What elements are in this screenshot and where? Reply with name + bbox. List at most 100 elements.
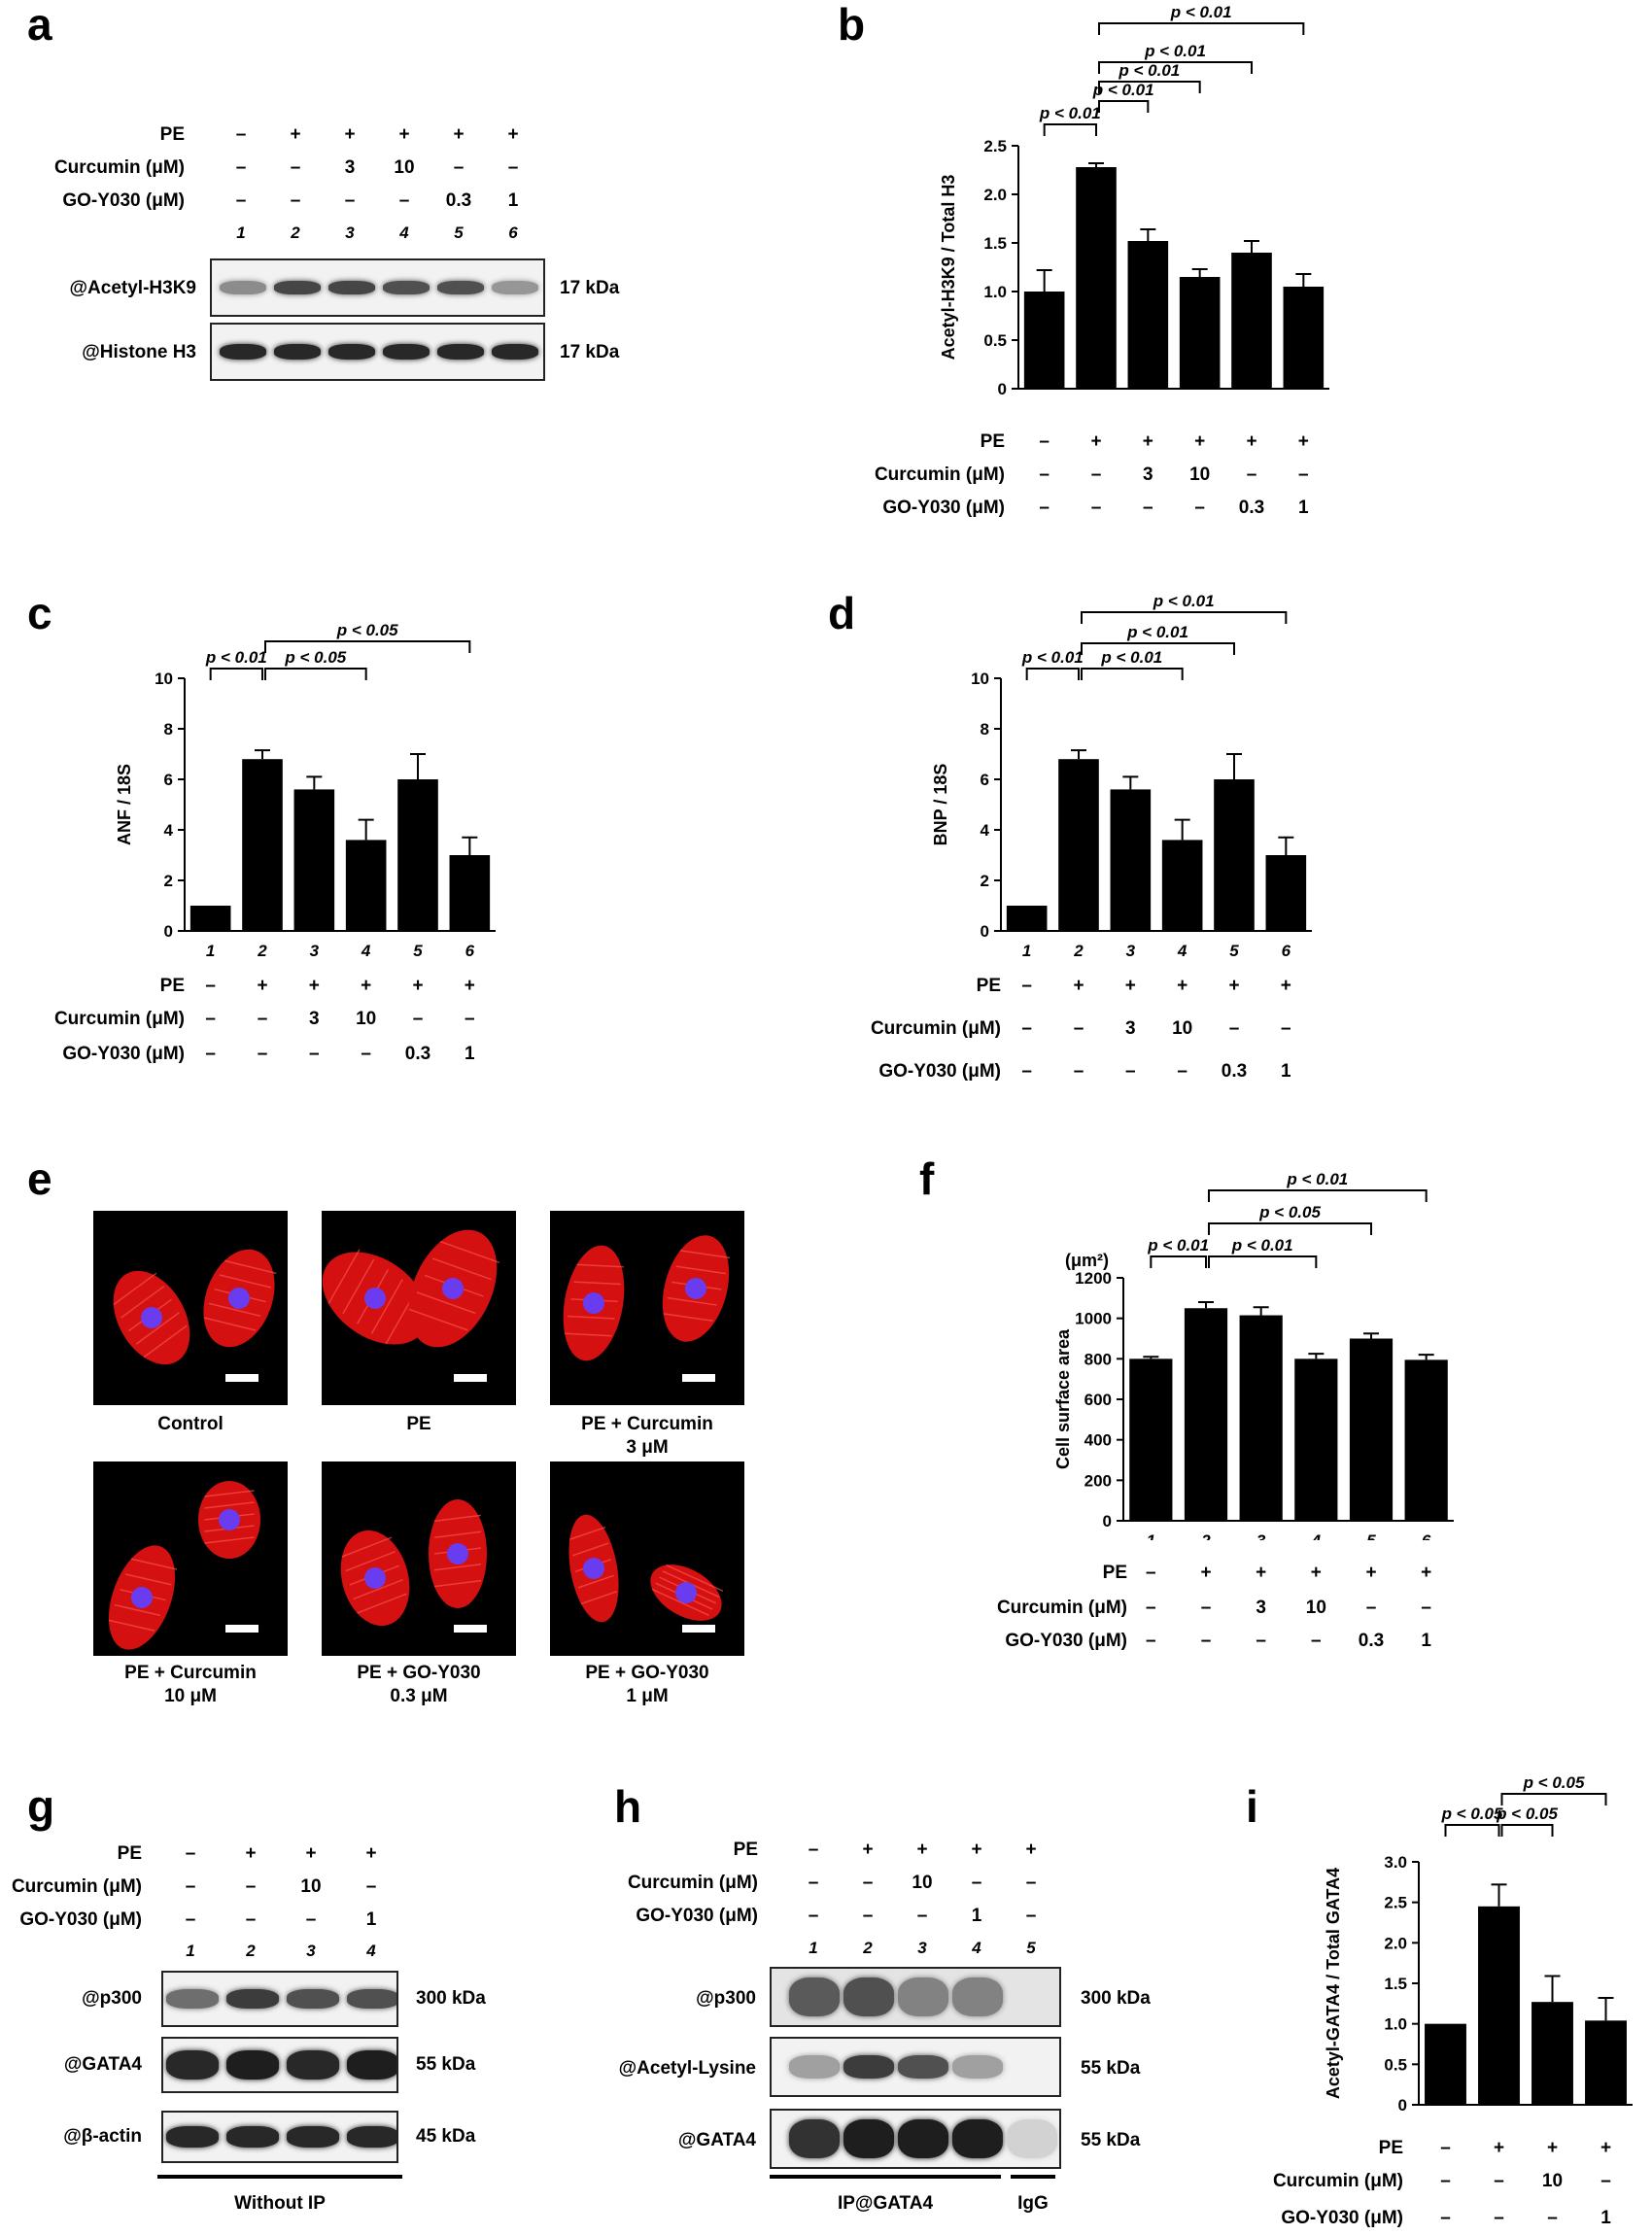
condition-value-goy030: – [1125, 1061, 1136, 1082]
significance-bracket [264, 668, 367, 680]
y-tick-label: 1.0 [983, 283, 1007, 301]
y-tick-label: 0 [1103, 1512, 1112, 1530]
significance-label: p < 0.01 [1144, 42, 1206, 60]
condition-value-pe: – [808, 1840, 819, 1860]
condition-value-pe: + [305, 1843, 317, 1864]
condition-label-pe: PE [733, 1840, 758, 1860]
condition-value-goy030: 1 [465, 1044, 475, 1064]
condition-value-pe: + [1297, 431, 1309, 452]
condition-value-goy030: – [257, 1044, 268, 1064]
blot-kda: 55 kDa [1081, 2130, 1141, 2150]
blot-band [347, 2050, 396, 2080]
blot-acetyl-lysine [770, 2037, 1061, 2097]
bar [189, 906, 231, 931]
condition-label-pe: PE [1378, 2138, 1403, 2158]
panel-label-h: h [614, 1781, 642, 1832]
blot-band [226, 2050, 279, 2080]
condition-value-curcumin: 3 [1143, 464, 1153, 485]
x-tick-label: 6 [1422, 1531, 1431, 1540]
lane-number: 1 [186, 1942, 195, 1960]
significance-label: p < 0.01 [205, 648, 267, 667]
significance-bracket [1500, 1793, 1607, 1805]
significance-bracket [1150, 1255, 1207, 1268]
micrograph-caption: PE + Curcumin 10 μM [124, 1663, 257, 1706]
blot-band [274, 344, 321, 360]
blot-band [492, 281, 538, 294]
scale-bar [225, 1625, 258, 1633]
condition-value-curcumin: – [1021, 1018, 1032, 1039]
chart-c: 0 2 4 6 8 10 ANF / 18S 1 2 3 4 5 6 p < 0.01 p < 0.05 p … [115, 621, 496, 960]
condition-label-curcumin: Curcumin (μM) [627, 1873, 758, 1893]
condition-value-pe: + [1280, 976, 1291, 996]
condition-value-pe: – [1039, 431, 1050, 452]
condition-label-pe: PE [159, 124, 185, 145]
condition-value-goy030: – [290, 190, 301, 211]
y-tick-label: 2.0 [1384, 1934, 1407, 1952]
bar [1349, 1338, 1394, 1521]
condition-value-pe: + [916, 1840, 928, 1860]
cell-nucleus [219, 1509, 240, 1530]
condition-value-goy030: 1 [365, 1909, 377, 1930]
y-tick-label: 2.5 [983, 137, 1007, 155]
bar [1161, 840, 1203, 931]
blot-band [898, 2119, 948, 2158]
bar [1231, 253, 1272, 389]
x-tick-label: 2 [1494, 2115, 1504, 2118]
blot-row-label: @Acetyl-H3K9 [69, 278, 196, 298]
significance-label: p < 0.01 [1286, 1170, 1348, 1188]
x-tick-label: 4 [361, 942, 371, 960]
lane-number: 6 [508, 224, 518, 242]
y-axis-label: BNP / 18S [931, 764, 950, 846]
scale-bar [682, 1625, 715, 1633]
condition-value-pe: + [1142, 431, 1153, 452]
bar [293, 789, 335, 931]
condition-label-curcumin: Curcumin (μM) [53, 157, 185, 178]
condition-value-goy030: – [1177, 1061, 1187, 1082]
y-tick-label: 0 [998, 380, 1007, 398]
lane-number: 5 [1026, 1939, 1036, 1957]
micrograph-caption: PE + GO-Y030 1 μM [585, 1663, 709, 1706]
condition-value-curcumin: – [1090, 464, 1102, 485]
cell-nucleus [685, 1278, 706, 1299]
significance-bracket [1098, 61, 1253, 74]
condition-value-curcumin: 10 [1172, 1018, 1193, 1039]
condition-value-goy030: 0.3 [1358, 1631, 1385, 1651]
significance-bracket [1444, 1824, 1500, 1837]
condition-value-curcumin: – [1146, 1598, 1156, 1618]
blot-band [789, 2055, 840, 2079]
y-tick-label: 2 [981, 872, 989, 890]
significance-label: p < 0.01 [1231, 1236, 1293, 1255]
condition-value-pe: + [464, 976, 475, 996]
condition-value-curcumin: 10 [394, 157, 415, 178]
condition-value-pe: + [862, 1840, 874, 1860]
blot-row-label: @Acetyl-Lysine [618, 2058, 756, 2079]
blot-band [383, 344, 430, 360]
blot-row-label: @β-actin [63, 2126, 142, 2147]
condition-value-pe: + [245, 1843, 257, 1864]
panel-label-d: d [828, 588, 856, 638]
x-tick-label: 4 [1600, 2115, 1611, 2118]
significance-label: p < 0.05 [1258, 1203, 1321, 1221]
condition-value-pe: + [507, 124, 519, 145]
condition-value-curcumin: 10 [1305, 1598, 1326, 1618]
y-axis-label: Cell surface area [1053, 1328, 1073, 1469]
condition-value-curcumin: – [205, 1009, 216, 1029]
condition-value-curcumin: – [412, 1009, 424, 1029]
blot-band [166, 1989, 219, 2009]
x-tick-label: 1 [1022, 942, 1031, 960]
significance-label: p < 0.01 [1170, 3, 1232, 21]
micrograph-pe-curcumin-3 [550, 1211, 744, 1405]
y-axis-unit: (μm²) [1065, 1251, 1109, 1270]
condition-value-pe: – [185, 1843, 196, 1864]
condition-label-pe: PE [1102, 1563, 1127, 1583]
blot-p300 [161, 1971, 398, 2027]
significance-bracket [209, 668, 263, 680]
significance-bracket [1098, 100, 1150, 113]
scale-bar [225, 1374, 258, 1382]
y-axis-label: ANF / 18S [115, 764, 134, 845]
condition-value-curcumin: – [971, 1873, 982, 1893]
bar [397, 779, 438, 931]
blot-band [328, 281, 375, 294]
y-axis-label: Acetyl-GATA4 / Total GATA4 [1324, 1868, 1343, 2099]
